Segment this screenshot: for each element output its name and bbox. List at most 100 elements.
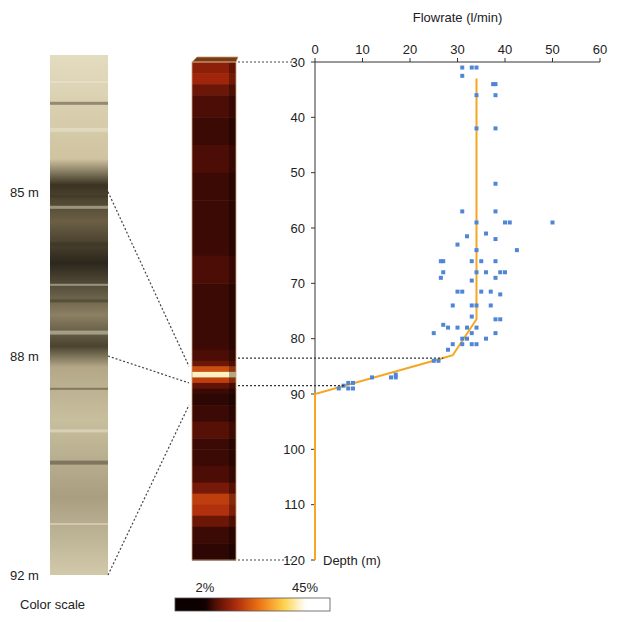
data-point — [470, 66, 474, 70]
data-point — [465, 326, 469, 330]
core-connector — [108, 405, 189, 575]
data-point — [346, 381, 350, 385]
data-point — [494, 237, 498, 241]
data-point — [470, 303, 474, 307]
range-connector — [238, 61, 292, 62]
x-tick-label: 10 — [355, 42, 369, 57]
core-band — [50, 461, 108, 465]
data-point — [351, 386, 355, 390]
data-point — [494, 317, 498, 321]
plot-data — [315, 66, 555, 560]
data-point — [489, 303, 493, 307]
data-point — [475, 93, 479, 97]
x-tick-label: 40 — [498, 42, 512, 57]
core-band — [50, 523, 108, 525]
x-axis-title: Flowrate (l/min) — [413, 10, 503, 25]
y-tick — [311, 283, 315, 284]
core-connector — [108, 356, 189, 383]
core-band — [50, 299, 108, 302]
axes: 010203040506030405060708090100110120Flow… — [283, 10, 607, 568]
core-band — [50, 128, 108, 132]
y-tick — [311, 338, 315, 339]
highlight-connector — [238, 385, 345, 386]
data-point — [456, 326, 460, 330]
data-point — [498, 270, 502, 274]
y-tick-label: 110 — [284, 497, 305, 512]
data-point — [439, 276, 443, 280]
data-point — [508, 220, 512, 224]
data-point — [475, 303, 479, 307]
data-point — [394, 373, 398, 377]
data-point — [351, 381, 355, 385]
core-band — [50, 331, 108, 335]
data-point — [498, 292, 502, 296]
data-point — [494, 126, 498, 130]
colorbar-title: Color scale — [20, 597, 85, 612]
data-point — [475, 66, 479, 70]
y-tick-label: 90 — [291, 387, 305, 402]
y-tick-label: 40 — [291, 110, 305, 125]
data-point — [460, 209, 464, 213]
data-point — [484, 337, 488, 341]
data-point — [515, 248, 519, 252]
core-band — [50, 81, 108, 83]
colorbar — [175, 598, 330, 611]
data-point — [494, 276, 498, 280]
y-axis-title: Depth (m) — [323, 553, 381, 568]
data-point — [475, 342, 479, 346]
data-point — [441, 323, 445, 327]
x-tick — [362, 58, 363, 62]
highlight-connector — [238, 357, 443, 358]
data-point — [337, 386, 341, 390]
data-point — [465, 234, 469, 238]
data-point — [503, 270, 507, 274]
data-point — [446, 326, 450, 330]
core-band — [50, 284, 108, 286]
core-body — [50, 55, 108, 575]
data-point — [494, 209, 498, 213]
data-point — [460, 66, 464, 70]
x-tick-label: 50 — [545, 42, 559, 57]
core-depth-label: 92 m — [10, 568, 39, 583]
data-point — [494, 331, 498, 335]
data-point — [446, 348, 450, 352]
y-tick — [311, 228, 315, 229]
x-tick-label: 0 — [311, 42, 318, 57]
x-tick-label: 20 — [403, 42, 417, 57]
data-point — [470, 342, 474, 346]
core-band — [50, 102, 108, 105]
data-point — [470, 259, 474, 263]
data-point — [460, 337, 464, 341]
data-point — [456, 290, 460, 294]
data-point — [479, 290, 483, 294]
core-band — [50, 388, 108, 390]
data-point — [491, 82, 495, 86]
colorbar-tick-label: 2% — [196, 580, 215, 595]
data-point — [451, 342, 455, 346]
x-tick — [552, 58, 553, 62]
data-point — [498, 317, 502, 321]
data-point — [475, 126, 479, 130]
data-point — [470, 279, 474, 283]
data-point — [370, 375, 374, 379]
porosity-column — [192, 57, 238, 561]
core-band — [50, 195, 108, 197]
data-point — [432, 331, 436, 335]
y-tick — [311, 117, 315, 118]
y-tick-label: 30 — [291, 55, 305, 70]
data-point — [503, 220, 507, 224]
y-tick-label: 70 — [291, 276, 305, 291]
data-point — [475, 248, 479, 252]
x-tick — [410, 58, 411, 62]
data-point — [456, 243, 460, 247]
core-depth-label: 85 m — [10, 185, 39, 200]
y-tick — [311, 62, 315, 63]
x-tick-label: 30 — [450, 42, 464, 57]
core-depth-label: 88 m — [10, 349, 39, 364]
data-point — [437, 359, 441, 363]
data-point — [389, 375, 393, 379]
core-band — [50, 206, 108, 209]
data-point — [432, 359, 436, 363]
data-point — [494, 182, 498, 186]
figure: 85 m88 m92 m0102030405060304050607080901… — [0, 0, 617, 622]
